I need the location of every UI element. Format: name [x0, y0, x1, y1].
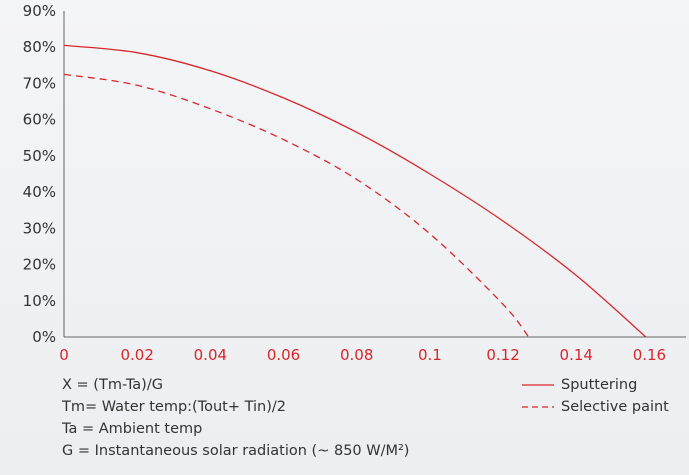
- line-chart: 0%10%20%30%40%50%60%70%80%90% 0 0.02 0.04 0…: [23, 2, 686, 364]
- x-tick-label: 0.1: [418, 346, 442, 364]
- legend-item-sputtering: Sputtering: [521, 374, 669, 396]
- x-tick-label: 0.02: [120, 346, 153, 364]
- x-tick-label: 0.12: [486, 346, 519, 364]
- y-tick-label: 40%: [23, 183, 56, 201]
- y-tick-label: 0%: [32, 328, 56, 346]
- legend-swatch-solid: [522, 384, 554, 386]
- series-line-selective-paint: [63, 73, 530, 338]
- chart-axes: [63, 11, 686, 338]
- x-tick-label: 0.14: [560, 346, 593, 364]
- legend-label-selective-paint: Selective paint: [561, 399, 669, 415]
- legend-label-sputtering: Sputtering: [561, 377, 638, 393]
- y-tick-label: 80%: [23, 38, 56, 56]
- x-tick-label: 0.08: [340, 346, 373, 364]
- y-tick-label: 20%: [23, 256, 56, 274]
- x-axis-ticks: 0 0.02 0.04 0.06 0.08 0.1 0.12 0.14 0.16: [59, 346, 666, 364]
- x-tick-label: 0: [59, 346, 69, 364]
- chart-legend: Sputtering Selective paint: [521, 374, 669, 418]
- y-tick-label: 70%: [23, 74, 56, 92]
- y-tick-label: 30%: [23, 219, 56, 237]
- y-tick-label: 60%: [23, 111, 56, 129]
- y-axis-ticks: 0% 10% 20% 30% 40% 50% 60% 70% 80% 90%: [23, 2, 56, 346]
- y-tick-label: 50%: [23, 147, 56, 165]
- y-tick-label: 90%: [23, 2, 56, 20]
- chart-series: [63, 44, 647, 338]
- note-x: X = (Tm-Ta)/G: [62, 377, 163, 393]
- x-tick-label: 0.04: [194, 346, 227, 364]
- legend-item-selective-paint: Selective paint: [521, 396, 669, 418]
- legend-swatch-dashed: [522, 406, 554, 408]
- note-tm: Tm= Water temp:(Tout+ Tin)/2: [62, 399, 286, 415]
- x-tick-label: 0.06: [267, 346, 300, 364]
- note-ta: Ta = Ambient temp: [62, 421, 203, 437]
- note-g: G = Instantaneous solar radiation (~ 850…: [62, 443, 410, 459]
- x-tick-label: 0.16: [633, 346, 666, 364]
- formula-notes: X = (Tm-Ta)/G Tm= Water temp:(Tout+ Tin)…: [62, 374, 409, 462]
- y-tick-label: 10%: [23, 292, 56, 310]
- series-line-sputtering: [63, 44, 647, 338]
